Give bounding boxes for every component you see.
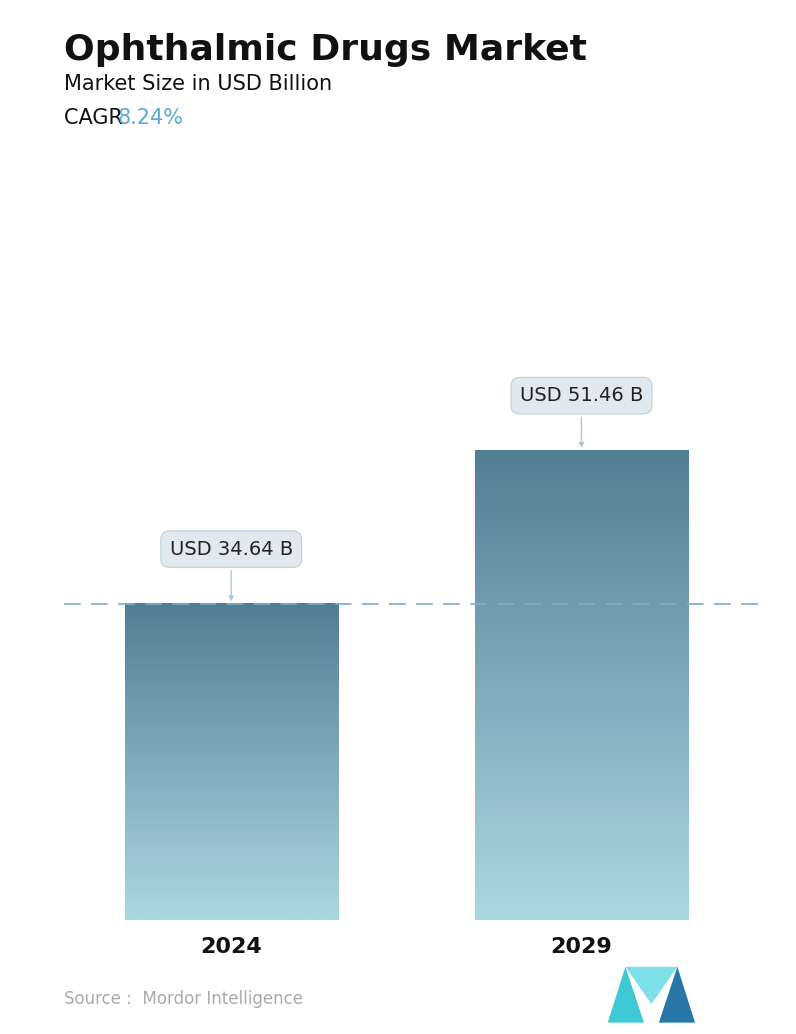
Text: USD 34.64 B: USD 34.64 B	[170, 540, 293, 600]
Text: CAGR: CAGR	[64, 108, 129, 127]
Text: 8.24%: 8.24%	[118, 108, 184, 127]
Text: Source :  Mordor Intelligence: Source : Mordor Intelligence	[64, 991, 302, 1008]
Polygon shape	[608, 967, 644, 1023]
Text: Ophthalmic Drugs Market: Ophthalmic Drugs Market	[64, 33, 587, 67]
Polygon shape	[659, 967, 695, 1023]
Text: Market Size in USD Billion: Market Size in USD Billion	[64, 74, 332, 94]
Text: USD 51.46 B: USD 51.46 B	[520, 386, 643, 447]
Polygon shape	[626, 967, 677, 1004]
